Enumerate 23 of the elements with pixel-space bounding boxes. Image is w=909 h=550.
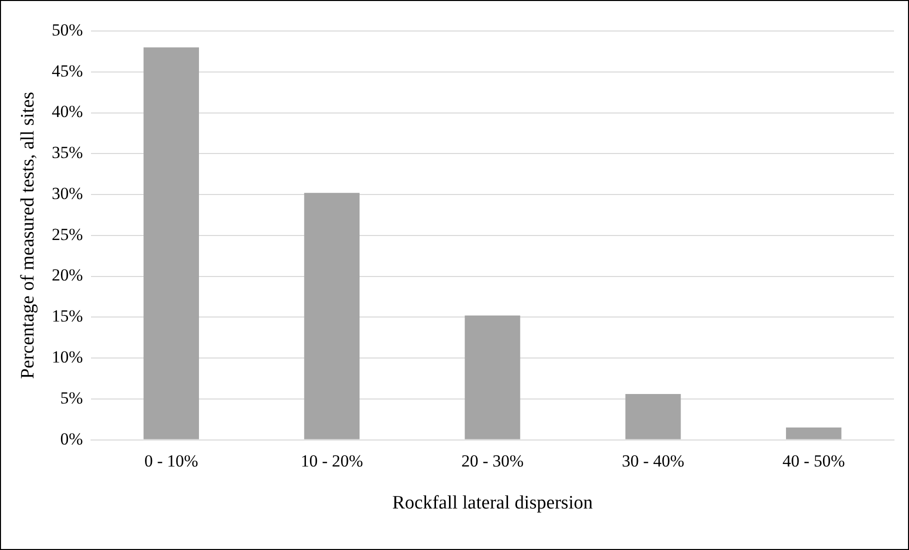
y-tick-label: 50% [52, 20, 83, 40]
y-tick-label: 30% [52, 184, 83, 203]
x-tick-label: 40 - 50% [782, 451, 845, 470]
bar [625, 394, 681, 440]
y-tick-label: 5% [60, 388, 83, 408]
y-axis-title: Percentage of measured tests, all sites [17, 92, 38, 379]
x-axis-title: Rockfall lateral dispersion [392, 492, 594, 514]
y-tick-label: 20% [52, 266, 83, 285]
bar [304, 192, 360, 440]
y-tick-label: 35% [52, 143, 83, 162]
x-tick-label: 10 - 20% [300, 451, 364, 470]
y-tick-label: 25% [52, 224, 83, 244]
y-tick-label: 0% [60, 429, 83, 448]
x-tick-label: 0 - 10% [144, 451, 198, 470]
bar [786, 428, 842, 440]
bar [464, 316, 520, 440]
y-tick-label: 10% [52, 348, 83, 367]
bar [144, 47, 199, 440]
y-tick-label: 45% [52, 61, 83, 80]
y-tick-label: 15% [52, 306, 83, 326]
y-tick-label: 40% [52, 102, 83, 122]
x-tick-label: 20 - 30% [461, 451, 524, 470]
x-tick-label: 30 - 40% [622, 451, 684, 470]
